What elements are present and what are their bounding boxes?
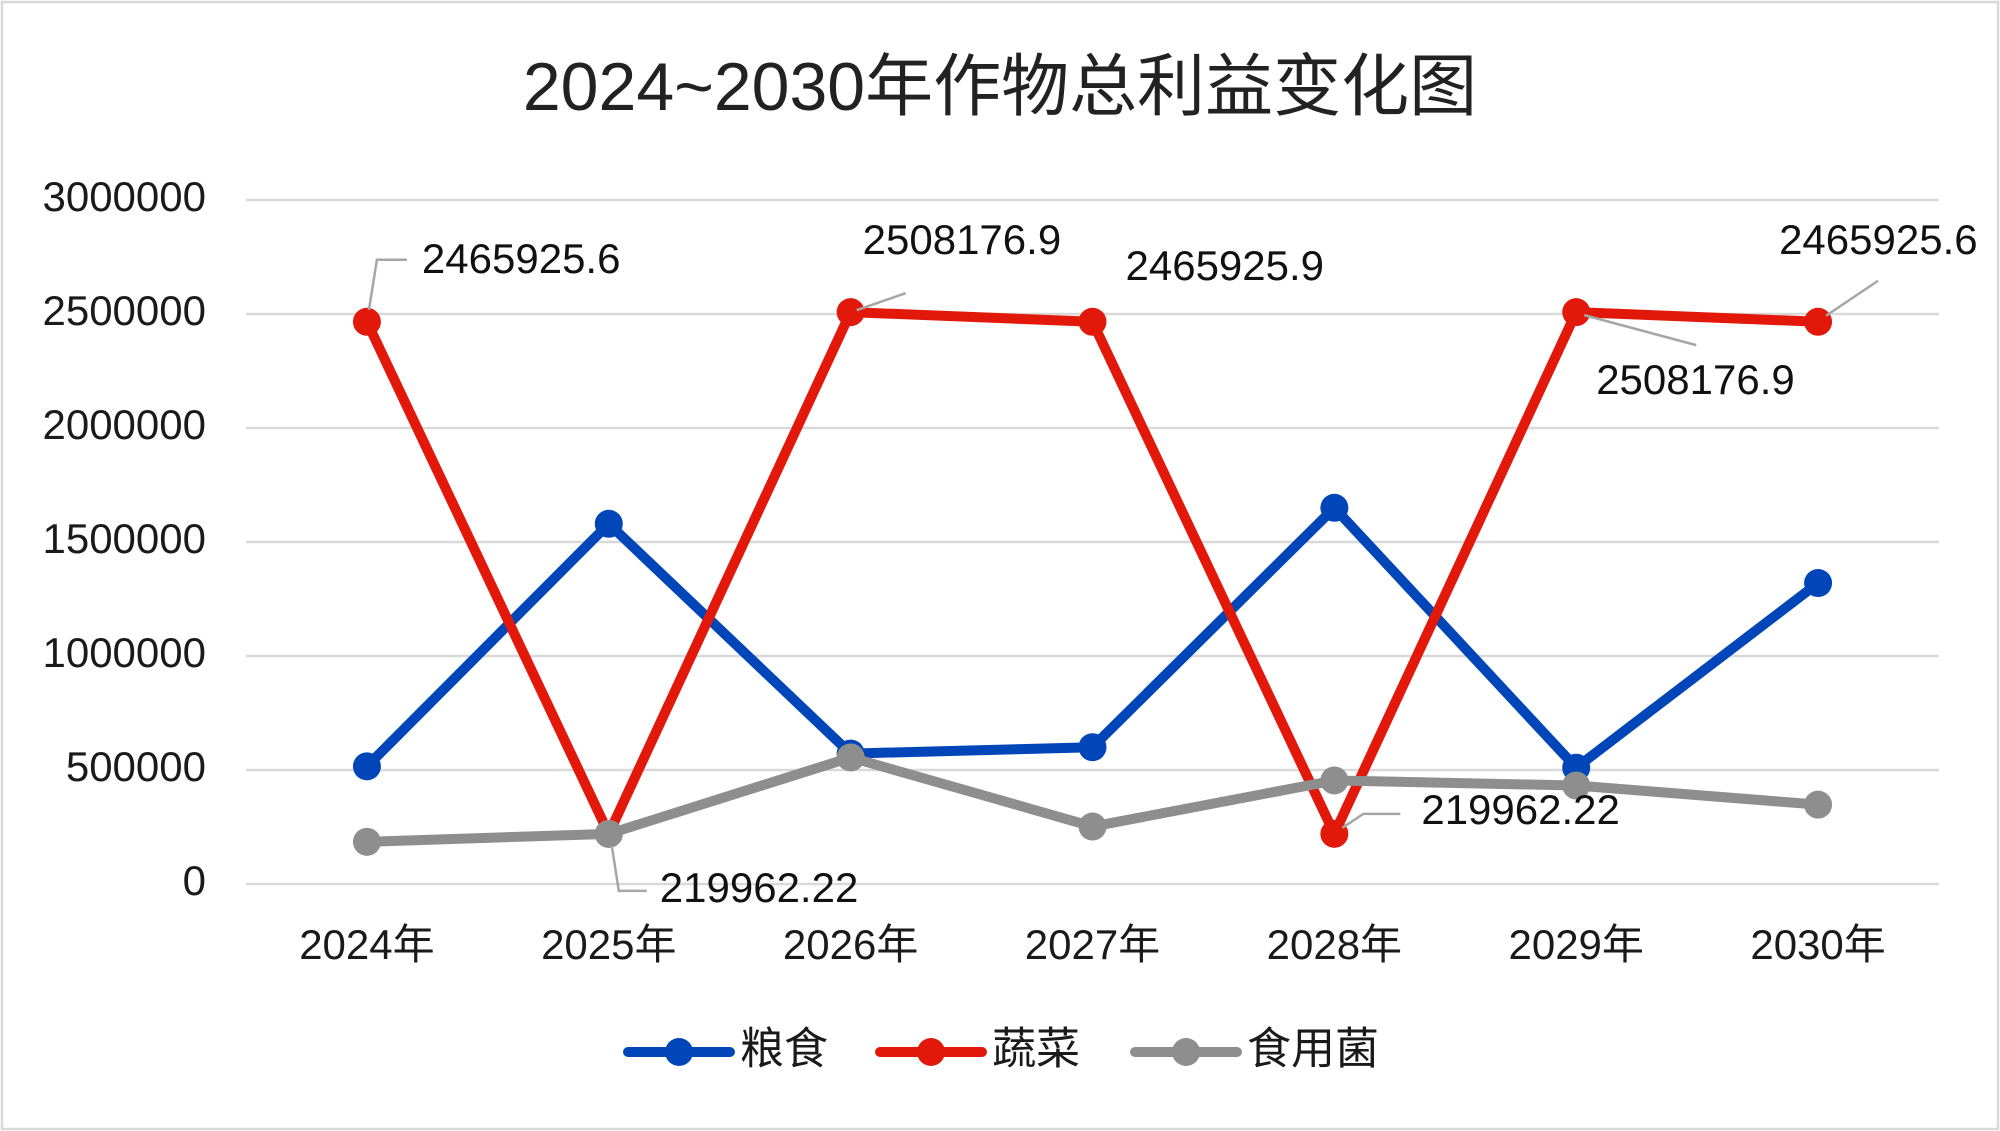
y-tick-label: 1000000 — [42, 629, 206, 676]
x-tick-label: 2029年 — [1508, 921, 1643, 968]
data-point-s2-5 — [1562, 771, 1591, 800]
y-tick-label: 0 — [183, 857, 206, 904]
data-labels: 2465925.6 219962.22 2508176.9 2465925.9 2199… — [367, 216, 1978, 911]
legend-item-1: 蔬菜 — [875, 1025, 1080, 1074]
data-point-s2-2 — [836, 743, 865, 772]
data-label: 2508176.9 — [1596, 356, 1795, 403]
data-point-s1-4 — [1320, 819, 1349, 848]
data-label: 2465925.9 — [1126, 242, 1325, 289]
y-axis-labels: 0 500000 1000000 1500000 2000000 2500000 30000… — [42, 173, 206, 904]
data-point-s2-6 — [1804, 790, 1833, 819]
x-tick-label: 2024年 — [299, 921, 434, 968]
x-tick-label: 2025年 — [541, 921, 676, 968]
series-lines — [352, 298, 1833, 856]
legend: 粮食 蔬菜 食用菌 — [623, 1025, 1379, 1074]
x-tick-label: 2026年 — [783, 921, 918, 968]
data-label: 219962.22 — [1421, 786, 1620, 833]
x-tick-label: 2027年 — [1025, 921, 1160, 968]
data-point-s2-4 — [1320, 766, 1349, 795]
x-axis-labels: 2024年 2025年 2026年 2027年 2028年 2029年 2030年 — [299, 921, 1886, 968]
data-label: 219962.22 — [660, 864, 859, 911]
data-label: 2508176.9 — [863, 216, 1062, 263]
data-point-s0-1 — [594, 509, 623, 538]
data-point-s2-1 — [594, 819, 623, 848]
legend-marker — [917, 1038, 945, 1066]
legend-label: 蔬菜 — [992, 1025, 1080, 1074]
data-point-s0-4 — [1320, 493, 1349, 522]
leader-line — [1825, 279, 1879, 317]
data-point-s1-3 — [1078, 307, 1107, 336]
data-point-s0-6 — [1804, 569, 1833, 598]
data-point-s1-5 — [1562, 298, 1591, 327]
legend-label: 食用菌 — [1247, 1025, 1379, 1074]
y-tick-label: 1500000 — [42, 515, 206, 562]
data-point-s1-2 — [836, 298, 865, 327]
y-tick-label: 2500000 — [42, 287, 206, 334]
leader-line — [856, 291, 907, 312]
data-point-s0-3 — [1078, 733, 1107, 762]
x-tick-label: 2028年 — [1267, 921, 1402, 968]
data-label: 2465925.6 — [422, 235, 621, 282]
data-point-s1-6 — [1804, 307, 1833, 336]
leader-line — [1341, 812, 1401, 829]
data-point-s0-0 — [352, 752, 381, 781]
legend-marker — [665, 1038, 693, 1066]
leader-line — [610, 845, 647, 893]
data-point-s1-0 — [352, 307, 381, 336]
legend-label: 粮食 — [740, 1025, 828, 1074]
y-tick-label: 2000000 — [42, 401, 206, 448]
leader-line — [1583, 313, 1697, 347]
legend-item-2: 食用菌 — [1130, 1025, 1379, 1074]
data-point-s2-0 — [352, 827, 381, 856]
y-tick-label: 500000 — [66, 743, 206, 790]
x-tick-label: 2030年 — [1750, 921, 1885, 968]
leader-line — [367, 258, 407, 310]
chart-title: 2024~2030年作物总利益变化图 — [523, 49, 1477, 125]
legend-marker — [1172, 1038, 1200, 1066]
data-label: 2465925.6 — [1779, 216, 1978, 263]
y-tick-label: 3000000 — [42, 173, 206, 220]
data-point-s2-3 — [1078, 812, 1107, 841]
legend-item-0: 粮食 — [623, 1025, 828, 1074]
